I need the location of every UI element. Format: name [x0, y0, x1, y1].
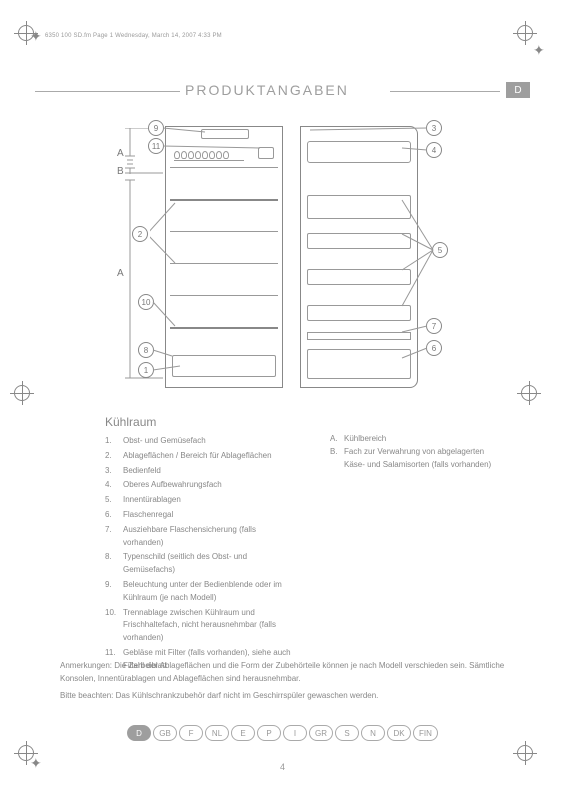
list-item: Trennablage zwischen Kühlraum und Frisch… [105, 607, 295, 645]
list-item: Innentürablagen [105, 494, 295, 507]
list-item: B. Fach zur Verwahrung von abgelagerten K… [330, 446, 500, 472]
callout-2: 2 [132, 226, 148, 242]
callout-7: 7 [426, 318, 442, 334]
crisper-drawer [172, 355, 276, 377]
language-pill[interactable]: FIN [413, 725, 438, 741]
shelf [170, 231, 278, 232]
list-item: Beleuchtung unter der Bedienblende oder … [105, 579, 295, 605]
door-bin [307, 195, 411, 219]
list-item: Bedienfeld [105, 465, 295, 478]
language-pill[interactable]: E [231, 725, 255, 741]
bottle-guard [307, 332, 411, 340]
language-pill[interactable]: NL [205, 725, 229, 741]
shelf [170, 263, 278, 264]
value: Kühlbereich [344, 434, 386, 443]
egg-tray [174, 151, 244, 161]
product-diagram: A B A 9 11 2 10 8 1 3 4 5 7 6 [150, 118, 425, 398]
shelf [170, 167, 278, 168]
label-a: A [117, 268, 124, 279]
fridge-door [300, 126, 418, 388]
note-line: Anmerkungen: Die Zahl der Ablageflächen … [60, 660, 510, 686]
shelf [170, 295, 278, 296]
rule [35, 91, 180, 92]
callout-4: 4 [426, 142, 442, 158]
value: Fach zur Verwahrung von abgelagerten Käs… [344, 447, 491, 469]
crop-mark [14, 385, 44, 415]
fridge-body [165, 126, 283, 388]
notes-block: Anmerkungen: Die Zahl der Ablageflächen … [60, 660, 510, 702]
title-row: PRODUKTANGABEN D [35, 82, 530, 106]
label-a: A [117, 148, 124, 159]
key: B. [330, 446, 338, 459]
page-title: PRODUKTANGABEN [185, 82, 349, 98]
section-heading: Kühlraum [105, 415, 500, 429]
crop-mark [521, 385, 551, 415]
language-badge: D [506, 82, 530, 98]
callout-1: 1 [138, 362, 154, 378]
language-row: DGBFNLEPIGRSNDKFIN [0, 725, 565, 741]
list-item: Ausziehbare Flaschensicherung (falls vor… [105, 524, 295, 550]
language-pill[interactable]: F [179, 725, 203, 741]
header-dot-icon: ✦ [30, 28, 40, 45]
key: A. [330, 433, 338, 446]
fan-icon [258, 147, 274, 159]
language-pill[interactable]: S [335, 725, 359, 741]
list-item: Obst- und Gemüsefach [105, 435, 295, 448]
list-item: Typenschild (seitlich des Obst- und Gemü… [105, 551, 295, 577]
list-item: A. Kühlbereich [330, 433, 500, 446]
callout-9: 9 [148, 120, 164, 136]
list-item: Oberes Aufbewahrungsfach [105, 479, 295, 492]
door-bin [307, 269, 411, 285]
language-pill[interactable]: P [257, 725, 281, 741]
callout-8: 8 [138, 342, 154, 358]
callout-11: 11 [148, 138, 164, 154]
file-header: 6350 100 SD.fm Page 1 Wednesday, March 1… [45, 33, 222, 39]
label-b: B [117, 166, 124, 177]
page-number: 4 [0, 762, 565, 772]
callout-6: 6 [426, 340, 442, 356]
language-pill[interactable]: I [283, 725, 307, 741]
legend-block: Kühlraum Obst- und Gemüsefach Ablagefläch… [105, 415, 500, 675]
language-pill[interactable]: GB [153, 725, 177, 741]
door-bin [307, 233, 411, 249]
note-line: Bitte beachten: Das Kühlschrankzubehör d… [60, 690, 510, 703]
list-item: Flaschenregal [105, 509, 295, 522]
language-pill[interactable]: DK [387, 725, 411, 741]
door-bin [307, 305, 411, 321]
separator-shelf [170, 327, 278, 329]
control-panel [201, 129, 249, 139]
callout-10: 10 [138, 294, 154, 310]
callout-5: 5 [432, 242, 448, 258]
language-pill[interactable]: N [361, 725, 385, 741]
language-pill[interactable]: GR [309, 725, 333, 741]
rule [390, 91, 500, 92]
bottle-shelf [307, 349, 411, 379]
letter-list: A. Kühlbereich B. Fach zur Verwahrung von … [330, 433, 500, 471]
shelf [170, 199, 278, 201]
callout-3: 3 [426, 120, 442, 136]
language-pill[interactable]: D [127, 725, 151, 741]
list-item: Ablageflächen / Bereich für Ablagefläche… [105, 450, 295, 463]
top-door-bin [307, 141, 411, 163]
header-dot-icon: ✦ [533, 42, 543, 59]
